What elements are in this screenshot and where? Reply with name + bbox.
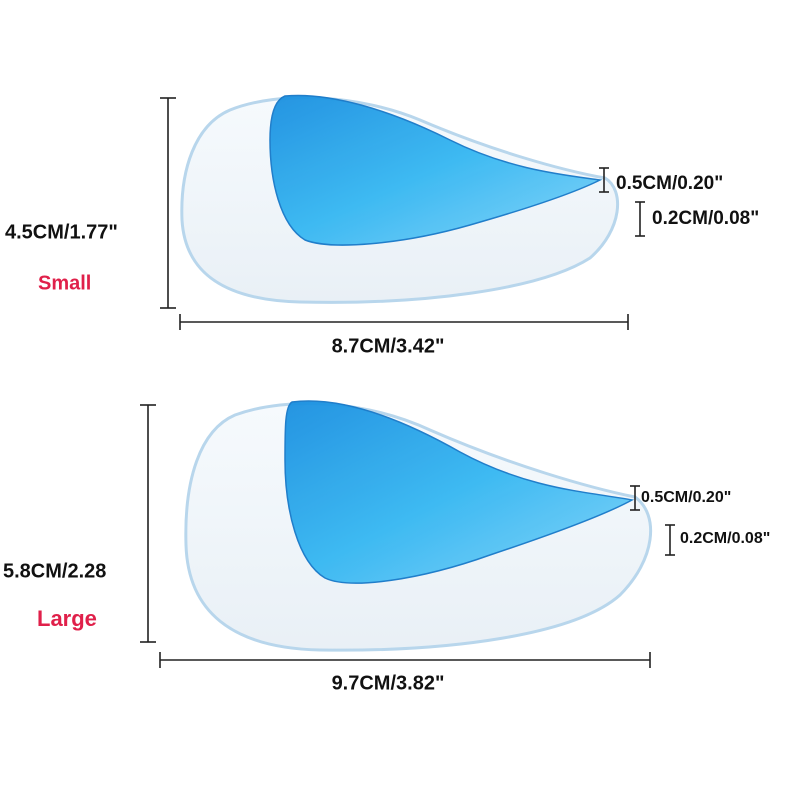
small-insole [180,94,619,304]
height-label: 4.5CM/1.77" [5,221,118,243]
large-insole [184,400,653,652]
arch-thickness-label: 0.5CM/0.20" [616,173,723,194]
large-dimensions [140,404,675,668]
width-label: 9.7CM/3.82" [332,672,445,694]
small-dimensions [160,97,645,330]
width-label: 8.7CM/3.42" [332,335,445,357]
arch-thickness-label: 0.5CM/0.20" [641,489,731,506]
height-label: 5.8CM/2.28 [3,560,106,582]
size-label: Large [37,606,97,631]
heel-thickness-label: 0.2CM/0.08" [652,208,759,229]
size-label: Small [38,272,91,294]
heel-thickness-label: 0.2CM/0.08" [680,530,770,547]
